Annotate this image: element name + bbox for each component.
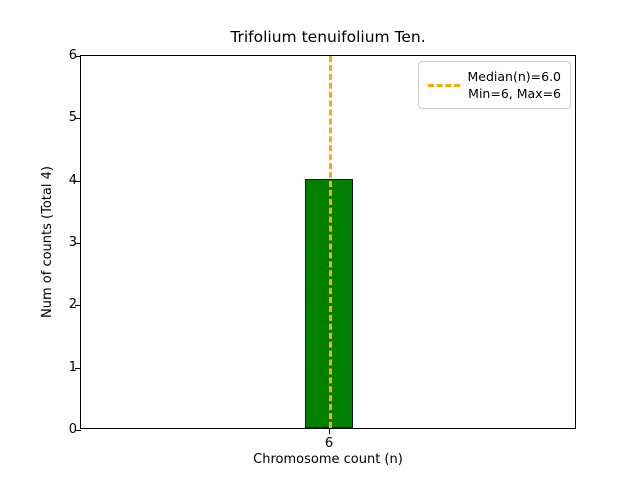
y-tick-label: 6 bbox=[68, 48, 77, 63]
y-tick-label: 3 bbox=[68, 235, 77, 250]
y-tick-label: 1 bbox=[68, 359, 77, 375]
y-tick-mark bbox=[75, 367, 81, 369]
y-tick-mark bbox=[75, 180, 81, 182]
legend-entry-text: Median(n)=6.0 Min=6, Max=6 bbox=[468, 68, 562, 102]
chart-title: Trifolium tenuifolium Ten. bbox=[230, 28, 426, 46]
median-line-annotation bbox=[329, 56, 332, 428]
plot-area: 0 1 2 3 4 5 6 6 Median(n)=6.0 Min=6, Max=6 bbox=[69, 48, 576, 451]
y-tick-label: 0 bbox=[68, 422, 77, 437]
chart-legend: Median(n)=6.0 Min=6, Max=6 bbox=[417, 61, 571, 109]
legend-label-median: Median(n)=6.0 bbox=[467, 69, 562, 84]
y-tick-mark bbox=[75, 118, 81, 120]
y-tick-mark bbox=[75, 430, 81, 431]
y-tick-label: 2 bbox=[68, 297, 77, 313]
y-tick-mark bbox=[75, 56, 81, 57]
bar bbox=[305, 178, 353, 428]
y-tick-mark bbox=[75, 243, 81, 244]
y-tick-label: 4 bbox=[68, 172, 77, 188]
legend-dashed-line-icon bbox=[427, 83, 460, 87]
y-axis-label: Num of counts (Total 4) bbox=[40, 166, 55, 318]
x-tick-label: 6 bbox=[324, 436, 334, 451]
y-tick-label: 5 bbox=[68, 110, 77, 126]
x-axis-label: Chromosome count (n) bbox=[253, 452, 403, 467]
legend-label-minmax: Min=6, Max=6 bbox=[468, 86, 561, 101]
x-tick-mark bbox=[329, 428, 330, 434]
y-tick-mark bbox=[75, 305, 81, 307]
